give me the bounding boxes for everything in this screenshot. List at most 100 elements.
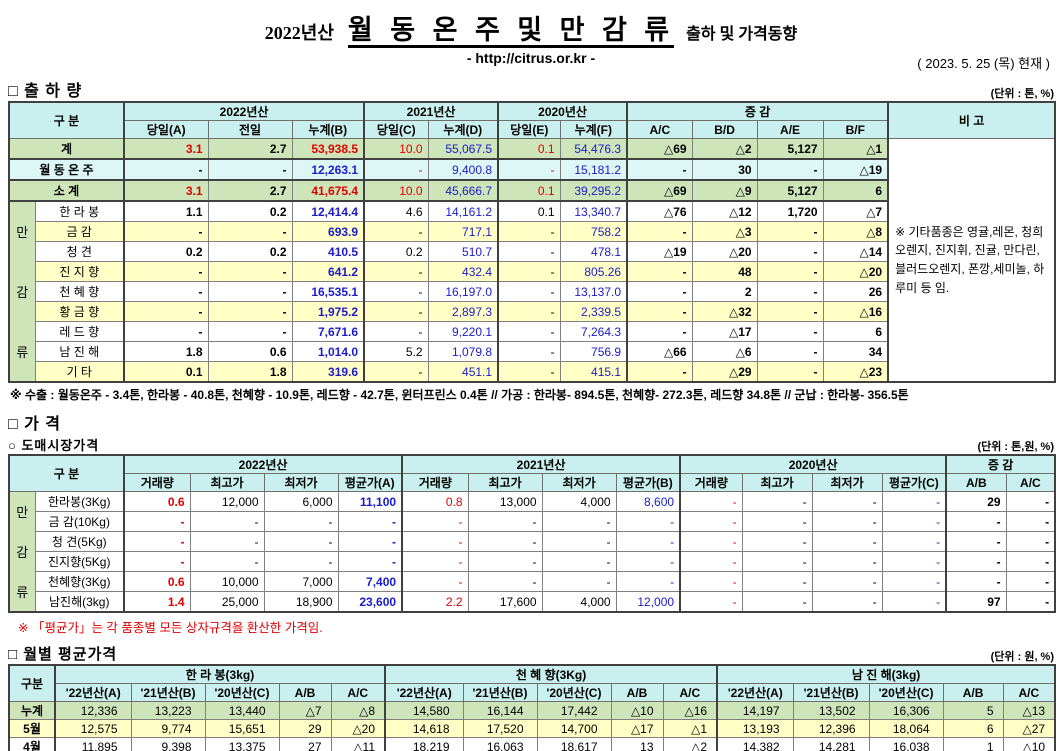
value-cell: △17 xyxy=(691,321,758,342)
value-cell: △17 xyxy=(610,719,664,738)
value-cell: - xyxy=(679,551,743,572)
value-cell: - xyxy=(363,221,429,242)
value-cell: 6 xyxy=(822,179,889,202)
value-cell: △20 xyxy=(330,719,386,738)
value-cell: - xyxy=(497,261,561,282)
value-cell: - xyxy=(363,321,429,342)
value-cell: 18,064 xyxy=(868,719,944,738)
value-cell: - xyxy=(123,281,209,302)
value-cell: 16,197.0 xyxy=(427,281,499,302)
value-cell: - xyxy=(679,531,743,552)
page-title: 월 동 온 주 및 만 감 류 xyxy=(347,15,675,48)
unit-label-price: (단위 : 톤,원, %) xyxy=(977,441,1054,453)
value-cell: 10.0 xyxy=(363,138,429,160)
value-cell: - xyxy=(541,511,617,532)
value-cell: - xyxy=(741,491,813,512)
value-cell: - xyxy=(945,511,1007,532)
shipment-row: 진 지 향 - -641.2-432.4-805.26-48- △20 xyxy=(9,261,1055,282)
value-cell: 10.0 xyxy=(363,179,429,202)
value-cell: - xyxy=(1005,571,1056,592)
value-cell: 14,281 xyxy=(792,737,870,751)
value-cell: △20 xyxy=(822,261,889,282)
value-cell: - xyxy=(363,301,429,322)
value-cell: 5.2 xyxy=(363,341,429,362)
value-cell: - xyxy=(1005,551,1056,572)
value-cell: 17,442 xyxy=(536,701,612,720)
value-cell: 13,193 xyxy=(716,719,794,738)
group-header-2022: 2022년산 xyxy=(123,454,403,474)
col-header: 최고가 xyxy=(189,473,265,492)
value-cell: 15,651 xyxy=(204,719,280,738)
col-header: 전일 xyxy=(207,120,293,139)
price-table: 구 분 2022년산 2021년산 2020년산 증 감 거래량 최고가 최저가 평균가(A) 거… xyxy=(8,454,1057,613)
value-cell: 1,720 xyxy=(756,200,824,222)
value-cell: 13,440 xyxy=(204,701,280,720)
col-header: A/E xyxy=(756,120,824,139)
value-cell: 14,197 xyxy=(716,701,794,720)
shipment-row: 레 드 향 - -7,671.6-9,220.1-7,264.3- △17-6 xyxy=(9,321,1055,342)
report-date: ( 2023. 5. 25 (목) 현재 ) xyxy=(917,56,1050,71)
value-cell: △2 xyxy=(691,138,758,160)
value-cell: - xyxy=(626,221,693,242)
col-header: 최저가 xyxy=(541,473,617,492)
col-header: A/B xyxy=(942,683,1004,702)
col-header: B/D xyxy=(691,120,758,139)
title-suffix: 출하 및 가격동향 xyxy=(686,26,798,43)
value-cell: - xyxy=(189,511,265,532)
value-cell: 756.9 xyxy=(559,341,628,362)
value-cell: - xyxy=(1005,491,1056,512)
group-header-change: 증 감 xyxy=(626,101,889,121)
value-cell: 55,067.5 xyxy=(427,138,499,160)
value-cell: - xyxy=(1005,591,1056,613)
value-cell: △11 xyxy=(330,737,386,751)
value-cell: 3.1 xyxy=(123,179,209,202)
value-cell: △66 xyxy=(626,341,693,362)
value-cell: 805.26 xyxy=(559,261,628,282)
value-cell: - xyxy=(615,571,681,592)
row-label: 한 라 봉 xyxy=(34,200,125,222)
value-cell: 8,600 xyxy=(615,491,681,512)
value-cell: 0.1 xyxy=(497,179,561,202)
value-cell: - xyxy=(615,511,681,532)
row-label: 4월 xyxy=(8,737,56,751)
value-cell: - xyxy=(497,221,561,242)
value-cell: 717.1 xyxy=(427,221,499,242)
value-cell: 2,897.3 xyxy=(427,301,499,322)
value-cell: 2 xyxy=(691,281,758,302)
shipment-note: ※ 수출 : 월동온주 - 3.4톤, 한라봉 - 40.8톤, 천혜향 - 1… xyxy=(10,388,909,402)
value-cell: - xyxy=(123,551,191,572)
value-cell: - xyxy=(756,158,824,181)
value-cell: 4,000 xyxy=(541,491,617,512)
col-header: A/C xyxy=(1002,683,1056,702)
value-cell: △10 xyxy=(1002,737,1056,751)
value-cell: - xyxy=(123,321,209,342)
value-cell: △2 xyxy=(662,737,718,751)
row-label: 금 감 xyxy=(34,221,125,242)
monthly-row: 누계 12,336 13,223 13,440 △7 △8 14,580 16,144 17,4… xyxy=(8,701,1056,720)
value-cell: 54,476.3 xyxy=(559,138,628,160)
value-cell: - xyxy=(881,591,947,613)
row-label: 레 드 향 xyxy=(34,321,125,342)
value-cell: 12,000 xyxy=(189,491,265,512)
value-cell: △27 xyxy=(1002,719,1056,738)
value-cell: - xyxy=(337,531,403,552)
value-cell: △23 xyxy=(822,361,889,383)
value-cell: - xyxy=(497,158,561,181)
row-label: 남진해(3kg) xyxy=(34,591,125,613)
value-cell: - xyxy=(401,571,469,592)
value-cell: 13,340.7 xyxy=(559,200,628,222)
value-cell: 3.1 xyxy=(123,138,209,160)
col-header: 평균가(B) xyxy=(615,473,681,492)
value-cell: 26 xyxy=(822,281,889,302)
side-label-char: 만 xyxy=(16,225,29,241)
value-cell: - xyxy=(123,158,209,181)
value-cell: 432.4 xyxy=(427,261,499,282)
value-cell: - xyxy=(497,321,561,342)
price-row: 청 견(5Kg) - - - - - - - - - - - - - - xyxy=(9,531,1056,552)
value-cell: 41,675.4 xyxy=(291,179,365,202)
price-section-header: □ 가 격 xyxy=(8,410,1054,434)
value-cell: - xyxy=(401,511,469,532)
group-header-2021: 2021년산 xyxy=(363,101,499,121)
group-header-change: 증 감 xyxy=(945,454,1056,474)
